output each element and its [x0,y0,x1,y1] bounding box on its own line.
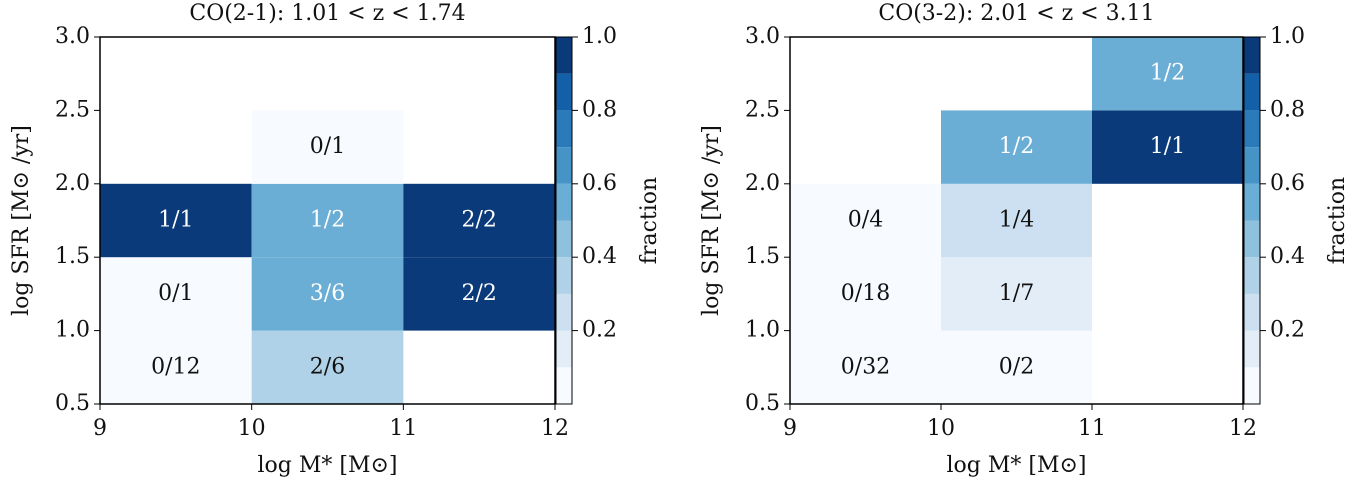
colorbar-segment [556,257,572,294]
colorbar-segment [1244,73,1260,111]
colorbar-tick-label: 0.4 [1270,244,1305,269]
cell-label: 2/6 [310,354,345,379]
colorbar-tick-label: 0.8 [1270,97,1305,122]
colorbar-segment [1244,147,1260,184]
cell-label: 0/32 [841,354,890,379]
cell-label: 0/12 [151,354,200,379]
cell [403,257,555,331]
y-tick-label: 3.0 [745,24,780,49]
cell-label: 1/2 [999,134,1034,159]
y-tick-label: 2.0 [745,171,780,196]
cell-label: 0/1 [310,134,345,159]
colorbar-segment [1244,293,1260,331]
colorbar-tick-label: 0.6 [1270,171,1305,196]
colorbar-tick-label: 0.6 [582,171,617,196]
cell-label: 0/4 [848,208,883,233]
y-tick-label: 1.0 [745,318,780,343]
cell [790,257,941,331]
x-tick-label: 9 [93,416,107,441]
colorbar-segment [1244,330,1260,368]
cell [100,330,252,404]
cell [1092,37,1243,111]
x-axis-label: log M* [M⊙] [257,453,397,478]
x-tick-label: 9 [783,416,797,441]
y-tick-label: 1.5 [745,244,780,269]
colorbar-tick-label: 1.0 [1270,24,1305,49]
colorbar-segment [556,367,572,404]
cell [403,183,555,258]
cell [251,330,404,404]
colorbar-segment [556,37,572,74]
x-tick-label: 10 [238,416,266,441]
cell [251,183,404,258]
colorbar-tick-label: 1.0 [582,24,617,49]
cell [790,183,941,258]
cell [790,330,941,404]
cell-label: 2/2 [461,281,496,306]
colorbar-tick-label: 0.4 [582,244,617,269]
y-tick-label: 1.0 [55,318,90,343]
cell [941,183,1092,258]
y-tick-label: 1.5 [55,244,90,269]
cell-label: 1/2 [1150,61,1185,86]
x-tick-label: 11 [389,416,417,441]
axes-frame [99,36,556,405]
cell [100,257,252,331]
x-tick-label: 10 [927,416,955,441]
y-axis-label: log SFR [M⊙ /yr] [699,125,724,316]
colorbar-segment [1244,37,1260,74]
colorbar-segment [556,330,572,368]
colorbar-segment [1244,367,1260,404]
y-tick-label: 3.0 [55,24,90,49]
cell-label: 1/1 [158,208,193,233]
colorbar-segment [556,220,572,258]
colorbar-segment [556,183,572,221]
chart-title: CO(2-1): 1.01 < z < 1.74 [189,1,465,26]
cell-label: 0/18 [841,281,890,306]
cell-label: 1/2 [310,208,345,233]
x-axis-label: log M* [M⊙] [946,453,1086,478]
cell [941,257,1092,331]
x-tick-label: 11 [1078,416,1106,441]
y-tick-label: 0.5 [745,391,780,416]
axes-frame [789,36,1244,405]
y-tick-label: 2.0 [55,171,90,196]
colorbar-segment [1244,110,1260,148]
colorbar-label: fraction [637,177,662,264]
cell [941,330,1092,404]
colorbar-label: fraction [1325,177,1350,264]
cell [1092,110,1243,184]
colorbar-segment [1244,220,1260,258]
cell [100,183,252,258]
x-tick-label: 12 [1229,416,1257,441]
colorbar-tick-label: 0.2 [582,318,617,343]
cell [251,110,404,184]
cell-label: 0/1 [158,281,193,306]
colorbar-segment [556,293,572,331]
cell-label: 2/2 [461,208,496,233]
colorbar-tick-label: 0.2 [1270,318,1305,343]
colorbar-segment [556,73,572,111]
colorbar-segment [1244,183,1260,221]
colorbar-segment [556,147,572,184]
colorbar-segment [1244,257,1260,294]
y-tick-label: 2.5 [55,97,90,122]
colorbar-frame [555,36,573,405]
chart-title: CO(3-2): 2.01 < z < 3.11 [878,1,1154,26]
y-tick-label: 0.5 [55,391,90,416]
colorbar-frame [1243,36,1261,405]
cell-label: 1/4 [999,208,1034,233]
y-axis-label: log SFR [M⊙ /yr] [9,125,34,316]
cell [251,257,404,331]
colorbar-tick-label: 0.8 [582,97,617,122]
cell-label: 1/7 [999,281,1034,306]
colorbar-segment [556,110,572,148]
cell [941,110,1092,184]
cell-label: 1/1 [1150,134,1185,159]
cell-label: 0/2 [999,354,1034,379]
y-tick-label: 2.5 [745,97,780,122]
x-tick-label: 12 [541,416,569,441]
cell-label: 3/6 [310,281,345,306]
